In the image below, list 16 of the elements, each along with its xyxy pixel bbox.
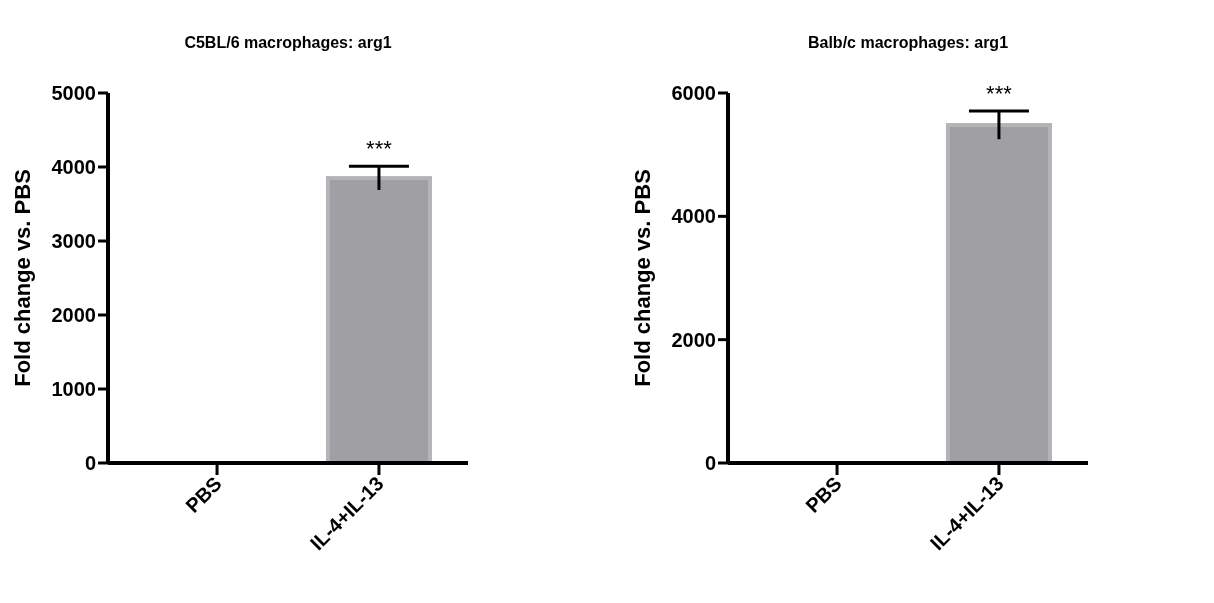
y-tick-label: 2000 [51,304,96,326]
y-tick-label: 0 [704,452,716,474]
y-tick-label: 4000 [51,156,96,178]
y-tick-label: 4000 [671,205,716,228]
y-axis-title: Fold change vs. PBS [10,169,35,387]
chart-title: C5BL/6 macrophages: arg1 [184,34,392,51]
annotation: *** [366,136,393,162]
chart-title: Balb/c macrophages: arg1 [807,34,1009,51]
y-tick-label: 1000 [51,378,96,400]
y-tick-label: 0 [84,452,96,474]
annotation: *** [986,80,1013,106]
y-tick-label: 3000 [51,230,96,252]
y-tick-label: 5000 [51,82,96,104]
y-axis-title: Fold change vs. PBS [630,169,655,387]
y-tick-label: 6000 [671,82,716,104]
y-tick-label: 2000 [671,328,716,351]
